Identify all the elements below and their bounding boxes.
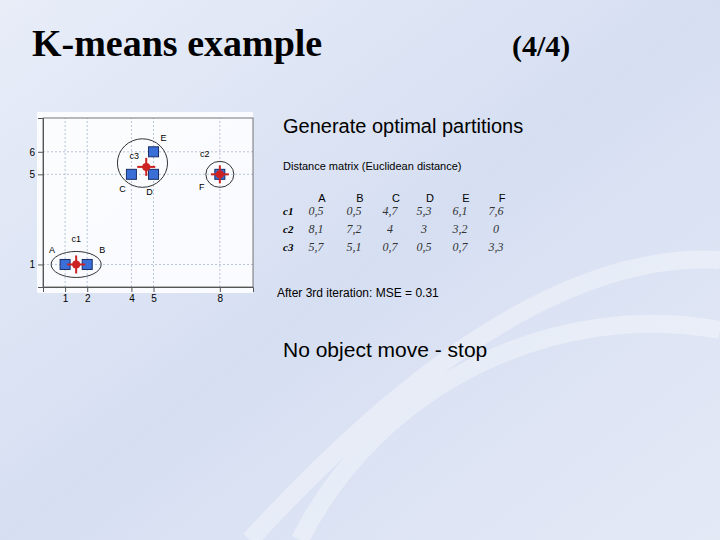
point-labels: A B C D E Fc1 c2 c3 xyxy=(49,133,210,256)
point-label: c1 xyxy=(71,234,81,244)
decoration xyxy=(250,260,720,540)
page-number: (4/4) xyxy=(512,29,570,63)
grid-line xyxy=(131,118,132,287)
centroid xyxy=(67,255,85,273)
tick: 5 xyxy=(151,287,157,304)
tick-label: 2 xyxy=(85,293,91,304)
tick-label: 4 xyxy=(129,293,135,304)
point-label: D xyxy=(146,187,153,197)
x-axis: 1 2 4 5 8 xyxy=(44,287,254,304)
tick: 1 xyxy=(63,287,69,304)
point-label: E xyxy=(161,133,167,143)
table-cell: 5,1 xyxy=(347,240,362,254)
table-cell: 6,1 xyxy=(453,204,468,218)
table-cell: 7,6 xyxy=(489,204,504,218)
distance-table: A B C D E Fc1 0,5 0,5 4,7 5,3 6,1 7,6 c2 8,1 7,2 4 3 3,2 0… xyxy=(283,192,506,254)
tick-label: 1 xyxy=(63,293,69,304)
point-label: C xyxy=(119,184,126,194)
axis-line xyxy=(44,288,254,293)
row-header: c3 xyxy=(283,241,294,253)
object-point xyxy=(149,147,159,157)
tick-label: 5 xyxy=(29,169,35,180)
tick-mark xyxy=(131,287,132,292)
table-cell: 5,3 xyxy=(417,204,432,218)
note: After 3rd iteration: MSE = 0.31 xyxy=(277,286,439,300)
column-header: B xyxy=(356,192,363,204)
grid-line xyxy=(219,118,220,287)
tick-mark xyxy=(65,287,66,292)
point-label: A xyxy=(49,245,55,255)
plot-frame xyxy=(43,118,253,287)
table-cell: 0 xyxy=(493,222,499,236)
table-cell: 0,7 xyxy=(453,240,469,254)
object-point xyxy=(215,169,225,179)
tick-label: 8 xyxy=(218,293,224,304)
tick: 2 xyxy=(85,287,91,304)
tick: 5 xyxy=(29,169,43,180)
marks xyxy=(51,139,234,278)
tick-label: 1 xyxy=(29,259,35,270)
table-cell: 3,2 xyxy=(452,222,468,236)
object-point xyxy=(149,169,159,179)
grid xyxy=(43,118,253,287)
tick-mark xyxy=(38,174,43,175)
column-header: C xyxy=(392,192,400,204)
table-cell: 0,5 xyxy=(347,204,362,218)
cluster-outline xyxy=(206,161,234,187)
column-header: D xyxy=(426,192,434,204)
table-cell: 0,5 xyxy=(417,240,432,254)
table-cell: 3,3 xyxy=(488,240,504,254)
tick-mark xyxy=(154,287,155,292)
tick-label: 6 xyxy=(29,147,35,158)
table-cell: 7,2 xyxy=(347,222,362,236)
table-cell: 4 xyxy=(387,222,393,236)
table-cell: 8,1 xyxy=(309,222,324,236)
tick: 6 xyxy=(29,147,43,158)
column-header: F xyxy=(499,192,506,204)
tick-mark xyxy=(38,264,43,265)
table-cell: 5,7 xyxy=(309,240,325,254)
cluster-outline xyxy=(51,251,101,277)
centroid xyxy=(211,165,229,183)
conclusion: No object move - stop xyxy=(283,338,487,361)
column-header: A xyxy=(318,192,326,204)
centroid xyxy=(137,158,155,176)
slide-title: K-means example xyxy=(32,22,322,64)
tick-label: 5 xyxy=(151,293,157,304)
point-label: c2 xyxy=(200,149,210,159)
point-label: c3 xyxy=(129,151,139,161)
column-header: E xyxy=(462,192,469,204)
cluster-outline xyxy=(117,139,167,188)
grid-line xyxy=(43,151,253,152)
table-cell: 0,5 xyxy=(309,204,324,218)
row-header: c1 xyxy=(283,205,293,217)
y-axis: 1 5 6 xyxy=(29,119,43,288)
object-point xyxy=(126,169,136,179)
tick-mark xyxy=(87,287,88,292)
tick: 4 xyxy=(129,287,135,304)
tick: 1 xyxy=(29,259,43,270)
tick-mark xyxy=(38,152,43,153)
table-caption: Distance matrix (Euclidean distance) xyxy=(283,160,462,172)
row-header: c2 xyxy=(283,223,294,235)
grid-line xyxy=(153,118,154,287)
table-cell: 0,7 xyxy=(383,240,399,254)
heading: Generate optimal partitions xyxy=(283,115,523,137)
table-cell: 4,7 xyxy=(383,204,399,218)
point-label: F xyxy=(199,182,205,192)
background xyxy=(0,0,720,540)
table-cell: 3 xyxy=(420,222,427,236)
point-label: B xyxy=(99,245,105,255)
tick-mark xyxy=(220,287,221,292)
plot-background xyxy=(37,112,253,293)
slide: K-means example (4/4) Generate optimal par… xyxy=(0,0,720,540)
tick: 8 xyxy=(218,287,224,304)
axis-line xyxy=(38,119,44,288)
